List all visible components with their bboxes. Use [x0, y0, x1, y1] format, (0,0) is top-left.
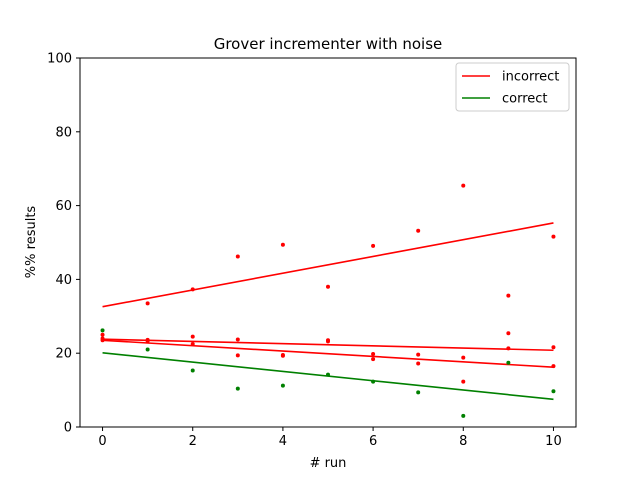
data-point: [190, 341, 195, 346]
data-point: [100, 328, 105, 333]
x-tick-label: 10: [545, 434, 562, 449]
data-point: [145, 301, 150, 306]
trend-line: [102, 339, 554, 369]
data-point: [371, 351, 376, 356]
y-axis-label: %% results: [24, 206, 39, 279]
data-point: [551, 234, 556, 239]
y-tick-label: 0: [64, 421, 72, 436]
data-point: [551, 345, 556, 350]
data-point: [371, 379, 376, 384]
y-tick-label: 40: [55, 273, 72, 288]
data-point: [145, 347, 150, 352]
data-point: [190, 368, 195, 373]
legend-box: [455, 62, 570, 112]
data-point: [100, 336, 105, 341]
data-point: [461, 413, 466, 418]
data-point: [506, 293, 511, 298]
x-tick-label: 8: [459, 434, 467, 449]
data-point: [145, 339, 150, 344]
plot-frame: [79, 57, 577, 428]
legend: incorrect correct: [455, 62, 570, 112]
data-point: [280, 383, 285, 388]
data-point: [416, 361, 421, 366]
data-point: [461, 379, 466, 384]
x-axis: 0 2 4 6 8 10: [98, 427, 562, 449]
x-tick-label: 2: [189, 434, 197, 449]
data-point: [326, 372, 330, 377]
data-point: [371, 357, 376, 362]
data-point: [371, 243, 376, 248]
trend-line: [102, 338, 554, 352]
data-point: [190, 287, 195, 292]
data-point: [506, 346, 511, 351]
data-point: [235, 337, 240, 342]
y-tick-label: 80: [55, 125, 72, 140]
y-tick-label: 100: [47, 52, 72, 67]
data-point: [551, 389, 556, 394]
data-point: [326, 284, 330, 289]
x-tick-label: 6: [369, 434, 377, 449]
data-point: [235, 386, 240, 391]
x-tick-label: 4: [279, 434, 287, 449]
data-point: [461, 355, 466, 360]
data-point: [326, 339, 330, 344]
data-point: [506, 331, 511, 336]
data-point: [506, 360, 511, 365]
data-point: [235, 353, 240, 358]
data-point: [461, 183, 466, 188]
data-point: [190, 334, 195, 339]
y-tick-label: 60: [55, 199, 72, 214]
chart-title: Grover incrementer with noise: [214, 35, 443, 53]
x-tick-label: 0: [98, 434, 106, 449]
legend-label: incorrect: [502, 70, 559, 85]
y-axis: 0 20 40 60 80 100: [47, 52, 80, 436]
data-point: [100, 332, 105, 337]
data-point: [280, 242, 285, 247]
data-point: [416, 390, 421, 395]
trend-line: [102, 222, 554, 308]
plot-area: [100, 183, 556, 418]
y-tick-label: 20: [55, 347, 72, 362]
data-point: [551, 364, 556, 369]
data-point: [235, 254, 240, 259]
data-point: [416, 352, 421, 357]
data-point: [280, 353, 285, 358]
x-axis-label: # run: [310, 456, 347, 471]
legend-label: correct: [502, 92, 548, 107]
data-point: [416, 228, 421, 233]
